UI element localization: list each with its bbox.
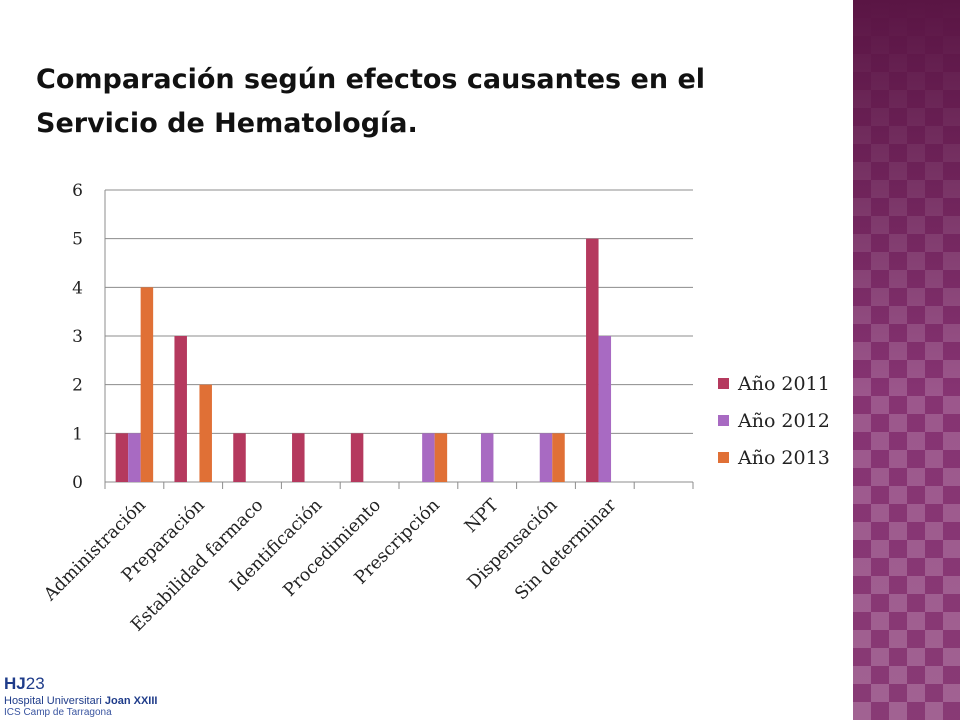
legend-label: Año 2012 bbox=[737, 410, 830, 432]
y-tick-label: 0 bbox=[72, 473, 83, 493]
bar-2-año-2013 bbox=[199, 384, 212, 482]
y-tick-label: 3 bbox=[72, 327, 83, 347]
bar-8-año-2012 bbox=[539, 433, 553, 482]
legend-swatch bbox=[718, 452, 729, 463]
y-tick-label: 1 bbox=[72, 424, 83, 444]
logo-mark: HJ23 bbox=[4, 674, 157, 694]
bar-4-año-2011 bbox=[292, 433, 305, 482]
bar-3-año-2011 bbox=[233, 433, 246, 482]
y-tick-label: 6 bbox=[72, 181, 83, 201]
legend-label: Año 2013 bbox=[737, 447, 830, 469]
bar-6-año-2012 bbox=[422, 433, 435, 482]
bar-8-año-2013 bbox=[552, 433, 565, 482]
x-tick-label: Sin determinar bbox=[511, 495, 620, 604]
bar-9-año-2011 bbox=[586, 238, 599, 482]
slide-title: Comparación según efectos causantes en e… bbox=[36, 58, 796, 146]
bar-9-año-2012 bbox=[598, 336, 612, 482]
legend-label: Año 2011 bbox=[737, 373, 830, 395]
x-tick-label: NPT bbox=[461, 495, 503, 537]
legend-swatch bbox=[718, 378, 729, 389]
bar-1-año-2011 bbox=[115, 433, 129, 482]
logo-number: 23 bbox=[25, 674, 45, 693]
logo-name-prefix: Hospital Universitari bbox=[4, 695, 105, 707]
logo-region: ICS Camp de Tarragona bbox=[4, 707, 112, 718]
logo-name-bold: Joan XXIII bbox=[104, 695, 158, 707]
x-tick-label: Administración bbox=[40, 495, 150, 605]
bar-5-año-2011 bbox=[350, 433, 364, 482]
legend-swatch bbox=[718, 415, 729, 426]
y-tick-label: 4 bbox=[72, 278, 83, 298]
bar-6-año-2013 bbox=[434, 433, 448, 482]
title-line-1: Comparación según efectos causantes en e… bbox=[36, 64, 706, 95]
bar-2-año-2011 bbox=[174, 336, 187, 482]
hospital-logo: HJ23 Hospital Universitari Joan XXIII IC… bbox=[4, 674, 157, 718]
bar-1-año-2013 bbox=[140, 287, 154, 482]
decorative-side-band bbox=[853, 0, 960, 720]
bar-1-año-2012 bbox=[128, 433, 141, 482]
bar-7-año-2012 bbox=[480, 433, 494, 482]
logo-hospital-name: Hospital Universitari Joan XXIII bbox=[4, 695, 157, 707]
title-line-2: Servicio de Hematología. bbox=[36, 108, 418, 139]
y-tick-label: 5 bbox=[72, 230, 83, 250]
bar-chart: 0123456AdministraciónPreparaciónEstabili… bbox=[40, 181, 830, 636]
logo-letters: HJ bbox=[4, 674, 26, 693]
y-tick-label: 2 bbox=[72, 376, 83, 396]
